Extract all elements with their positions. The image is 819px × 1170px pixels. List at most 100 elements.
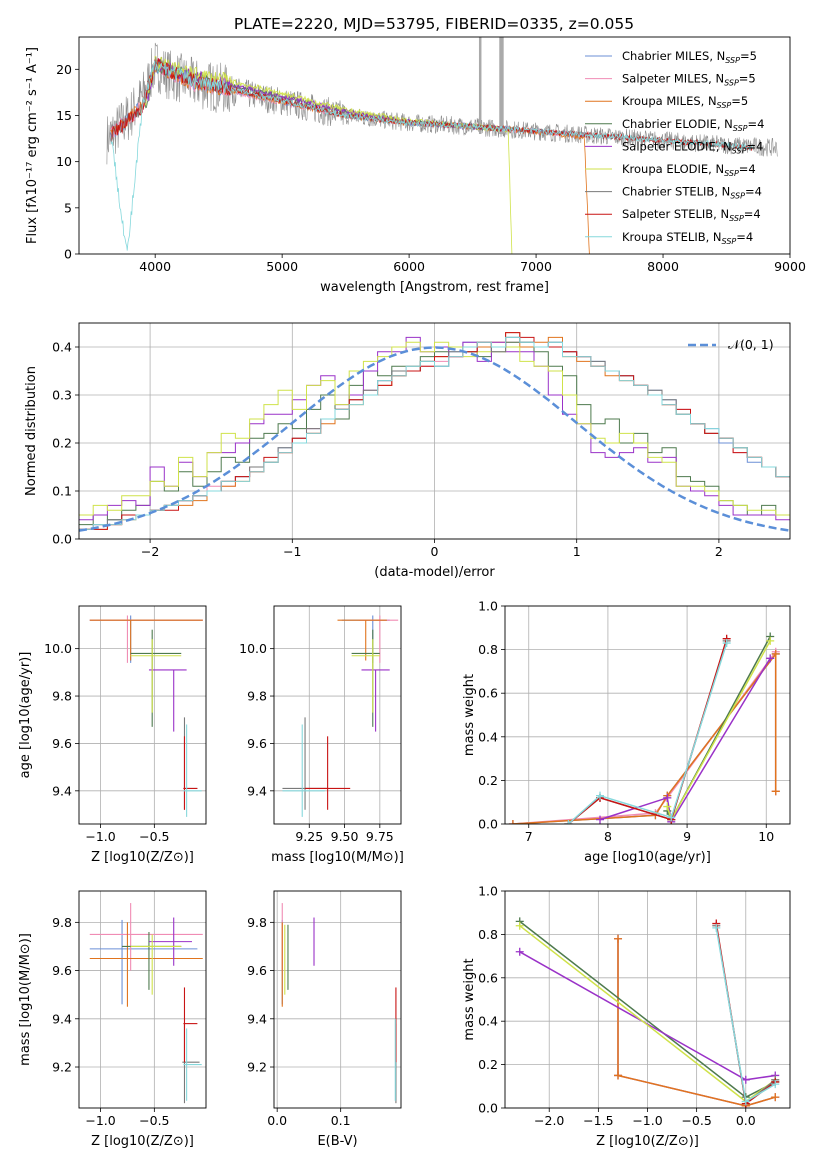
weight-marker bbox=[596, 815, 604, 824]
x-tick-label: 1 bbox=[573, 544, 581, 559]
y-tick-label: 9.6 bbox=[52, 963, 72, 978]
y-tick-label: 0.0 bbox=[478, 817, 498, 832]
legend-label: Kroupa MILES, NSSP=5 bbox=[622, 94, 748, 110]
normal-curve bbox=[79, 346, 790, 532]
weight-marker bbox=[766, 636, 775, 645]
y-tick-label: 0.0 bbox=[52, 532, 72, 547]
x-tick-label: −1.0 bbox=[632, 1113, 662, 1128]
axes-mass-vs-EBV: 0.0 0.1 9.2 9.4 9.6 9.8 E(B-V) bbox=[247, 890, 402, 1149]
x-axis-label: Z [log10(Z/Z⊙)] bbox=[91, 850, 194, 865]
axes-frame bbox=[78, 36, 791, 255]
histogram-step bbox=[79, 332, 790, 530]
plot-area-mass-vs-EBV bbox=[281, 903, 397, 1104]
histogram-step bbox=[79, 336, 790, 521]
y-tick-label: 15 bbox=[56, 108, 72, 123]
y-tick-label: 9.8 bbox=[52, 915, 72, 930]
x-tick-label: 9 bbox=[683, 829, 691, 844]
x-tick-label: 5000 bbox=[266, 259, 298, 274]
y-tick-label: 9.8 bbox=[247, 689, 267, 704]
plot-area-residuals bbox=[79, 332, 790, 532]
y-tick-label: 9.6 bbox=[247, 736, 267, 751]
plots-layer: 4000 5000 6000 7000 8000 900005101520waveleng… bbox=[18, 36, 806, 1149]
series-line bbox=[110, 60, 753, 251]
x-axis-label: mass [log10(M/M⊙)] bbox=[271, 850, 404, 865]
weight-marker bbox=[515, 921, 524, 930]
plot-area-age-vs-mass bbox=[282, 615, 399, 817]
weight-marker bbox=[667, 813, 676, 822]
plot-area-mass-vs-Z bbox=[89, 903, 203, 1104]
y-tick-label: 9.6 bbox=[52, 736, 72, 751]
x-tick-label: 9.75 bbox=[366, 829, 394, 844]
y-tick-label: 5 bbox=[64, 200, 72, 215]
weight-line bbox=[512, 649, 777, 824]
y-tick-label: 1.0 bbox=[478, 884, 498, 899]
y-tick-label: 0 bbox=[64, 247, 72, 262]
x-axis-label: wavelength [Angstrom, rest frame] bbox=[320, 280, 549, 295]
y-tick-label: 9.8 bbox=[247, 915, 267, 930]
x-tick-label: 10 bbox=[758, 829, 774, 844]
x-tick-label: 2 bbox=[715, 544, 723, 559]
weight-marker bbox=[663, 802, 672, 811]
plot-area-massweight-vs-Z bbox=[515, 917, 780, 1108]
y-tick-label: 10.0 bbox=[44, 641, 72, 656]
y-tick-label: 0.6 bbox=[478, 970, 498, 985]
y-tick-label: 1.0 bbox=[478, 599, 498, 614]
y-tick-label: 0.3 bbox=[52, 388, 72, 403]
axes-age-vs-mass: 9.25 9.50 9.75 9.4 9.6 9.8 10.0 mass [log10(M/M… bbox=[239, 605, 404, 865]
y-tick-label: 0.2 bbox=[478, 1057, 498, 1072]
y-tick-label: 10.0 bbox=[239, 641, 267, 656]
y-tick-label: 0.6 bbox=[478, 686, 498, 701]
y-tick-label: 9.4 bbox=[247, 783, 267, 798]
y-tick-label: 0.2 bbox=[478, 773, 498, 788]
series-line bbox=[144, 58, 509, 132]
x-tick-label: 8000 bbox=[647, 259, 679, 274]
x-tick-label: 8 bbox=[604, 829, 612, 844]
weight-line bbox=[512, 651, 777, 824]
x-axis-label: Z [log10(Z/Z⊙)] bbox=[596, 1134, 699, 1149]
axes-frame bbox=[504, 890, 791, 1109]
x-axis-label: E(B-V) bbox=[317, 1134, 357, 1149]
y-tick-label: 0.4 bbox=[478, 729, 498, 744]
x-tick-label: −1 bbox=[283, 544, 301, 559]
weight-marker bbox=[771, 1093, 780, 1102]
axes-frame bbox=[504, 605, 791, 825]
x-tick-label: 0.0 bbox=[736, 1113, 756, 1128]
weight-marker bbox=[614, 934, 623, 943]
legend-label: Salpeter MILES, NSSP=5 bbox=[622, 72, 756, 88]
axes-frame bbox=[78, 890, 207, 1109]
y-tick-label: 0.8 bbox=[478, 927, 498, 942]
y-axis-label: Normed distribution bbox=[24, 366, 39, 496]
axes-massweight-vs-Z: −2.0 −1.5 −1.0 −0.5 0.0 0.0 0.2 0.4 0.6 0.8 1.0 Z [… bbox=[462, 884, 791, 1149]
x-tick-label: −0.5 bbox=[139, 1113, 169, 1128]
weight-marker bbox=[515, 947, 524, 956]
axes-frame bbox=[78, 605, 207, 825]
x-tick-label: −1.0 bbox=[85, 1113, 115, 1128]
y-tick-label: 9.4 bbox=[247, 1011, 267, 1026]
x-tick-label: 7000 bbox=[520, 259, 552, 274]
weight-line bbox=[567, 642, 728, 824]
y-axis-label: Flux [fλ10⁻¹⁷ erg cm⁻² s⁻¹ A⁻¹] bbox=[25, 47, 40, 244]
y-tick-label: 9.8 bbox=[52, 689, 72, 704]
x-tick-label: 0.0 bbox=[267, 1113, 287, 1128]
x-tick-label: 0.1 bbox=[331, 1113, 351, 1128]
x-tick-label: −2.0 bbox=[534, 1113, 564, 1128]
legend-label: Salpeter ELODIE, NSSP=4 bbox=[622, 139, 763, 155]
x-axis-label: (data-model)/error bbox=[374, 565, 495, 580]
y-tick-label: 9.2 bbox=[247, 1060, 267, 1075]
x-tick-label: −1.0 bbox=[85, 829, 115, 844]
weight-marker bbox=[596, 791, 604, 800]
weight-marker bbox=[766, 654, 775, 663]
weight-marker bbox=[614, 1071, 623, 1080]
x-tick-label: −0.5 bbox=[681, 1113, 711, 1128]
legend-label: Kroupa ELODIE, NSSP=4 bbox=[622, 162, 756, 178]
y-tick-label: 9.4 bbox=[52, 1011, 72, 1026]
axes-mass-vs-Z: −1.0 −0.5 9.2 9.4 9.6 9.8 Z [log10(Z/Z⊙)] mass … bbox=[18, 890, 207, 1149]
y-axis-label: mass [log10(M/M⊙)] bbox=[18, 933, 33, 1066]
x-axis-label: age [log10(age/yr)] bbox=[584, 850, 711, 865]
y-tick-label: 9.2 bbox=[52, 1060, 72, 1075]
y-tick-label: 9.4 bbox=[52, 783, 72, 798]
axes-frame bbox=[78, 322, 791, 540]
y-tick-label: 0.0 bbox=[478, 1101, 498, 1116]
legend-label: Chabrier MILES, NSSP=5 bbox=[622, 49, 757, 65]
